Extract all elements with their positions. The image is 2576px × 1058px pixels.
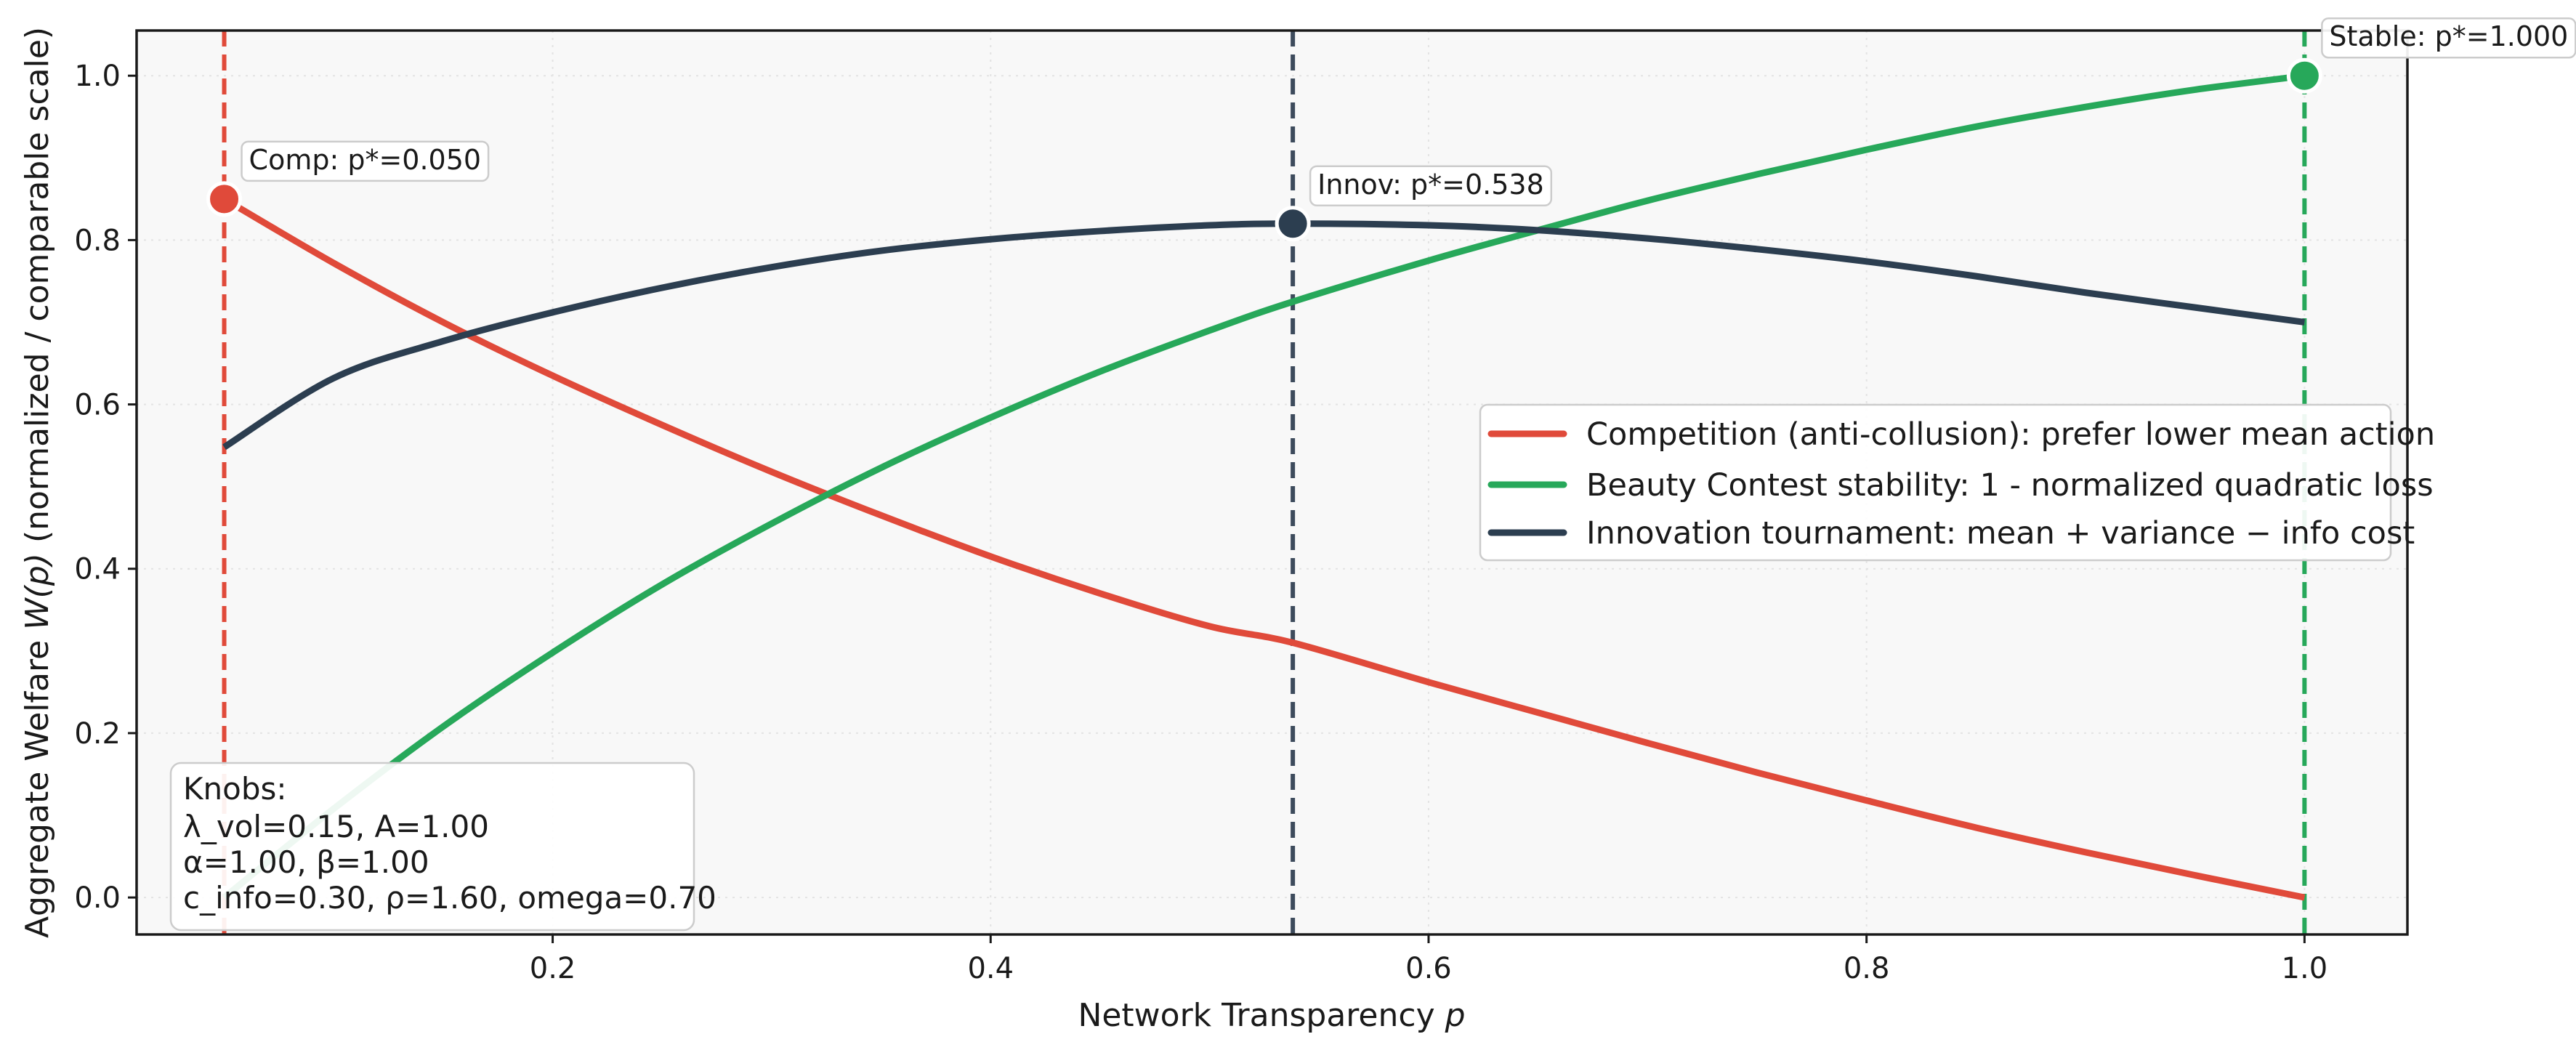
optimum-marker-stable: [2286, 57, 2322, 94]
series-line-beauty-contest-stability: [222, 72, 2305, 900]
y-tick-label-1: 0.2: [74, 717, 121, 751]
legend: Competition (anti-collusion): prefer low…: [1479, 403, 2435, 562]
y-axis-ticks: 0.0 0.2 0.4 0.6 0.8 1.0: [74, 60, 137, 915]
plot-frame: [135, 29, 2409, 936]
series-line-competition-anti-collusion: [222, 195, 2306, 901]
x-tick-label-1: 0.4: [967, 952, 1014, 985]
optimum-label-box-stable: [2321, 17, 2576, 59]
optimum-label-box-innov: [1309, 165, 1553, 207]
series-line-innovation-tournament: [222, 220, 2305, 451]
y-tick-label-3: 0.6: [74, 389, 121, 422]
x-tick-label-2: 0.6: [1405, 952, 1452, 985]
knobs-line-2: α=1.00, β=1.00: [183, 844, 429, 880]
knobs-box-background: [169, 762, 695, 932]
y-axis-label: Aggregate Welfare W(p) (normalized / com…: [19, 27, 56, 938]
y-tick-label-2: 0.4: [74, 553, 121, 586]
knobs-line-3: c_info=0.30, ρ=1.60, omega=0.70: [183, 880, 716, 916]
optimum-label-comp: Comp: p*=0.050: [249, 144, 482, 176]
y-tick-label-5: 1.0: [74, 60, 121, 93]
knobs-title: Knobs:: [183, 771, 287, 807]
legend-box: [1479, 403, 2392, 562]
optimum-label-stable: Stable: p*=1.000: [2329, 20, 2568, 52]
y-tick-label-4: 0.8: [74, 224, 121, 257]
x-axis-ticks: 0.2 0.4 0.6 0.8 1.0: [530, 934, 2327, 985]
legend-label-innovation: Innovation tournament: mean + variance −…: [1586, 515, 2415, 552]
series-lines: [222, 72, 2306, 901]
legend-label-competition: Competition (anti-collusion): prefer low…: [1586, 416, 2435, 453]
optimum-label-innov: Innov: p*=0.538: [1317, 169, 1544, 201]
x-tick-label-4: 1.0: [2282, 952, 2328, 985]
knobs-box: Knobs: λ_vol=0.15, A=1.00 α=1.00, β=1.00…: [169, 762, 716, 932]
legend-label-beauty-contest: Beauty Contest stability: 1 - normalized…: [1586, 467, 2434, 504]
optimum-annotations: Comp: p*=0.050 Innov: p*=0.538 Stable: p*=…: [241, 17, 2576, 207]
y-tick-label-0: 0.0: [74, 881, 121, 915]
optimum-marker-innov: [1275, 206, 1311, 242]
knobs-line-1: λ_vol=0.15, A=1.00: [183, 809, 489, 844]
optimum-marker-comp: [206, 181, 243, 217]
x-tick-label-0: 0.2: [530, 952, 576, 985]
optimum-markers: [206, 57, 2322, 242]
optimum-label-box-comp: [241, 140, 490, 182]
x-axis-label: Network Transparency p: [1078, 997, 1465, 1034]
x-tick-label-3: 0.8: [1844, 952, 1890, 985]
